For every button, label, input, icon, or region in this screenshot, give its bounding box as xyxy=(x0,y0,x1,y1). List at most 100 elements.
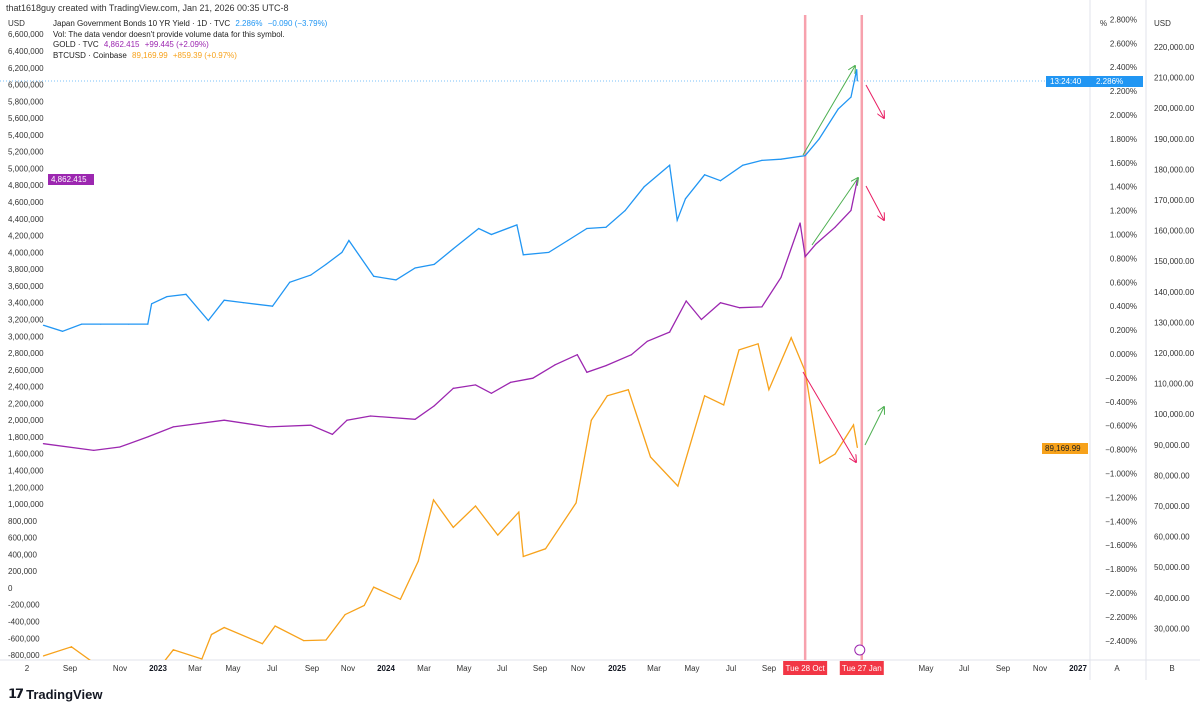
pct-axis-tick: −1.800% xyxy=(1105,565,1137,574)
left-axis-tick: 0 xyxy=(8,584,13,593)
legend-btc-change: +859.39 (+0.97%) xyxy=(172,50,237,60)
pct-axis-tick: 0.400% xyxy=(1110,302,1137,311)
annotation-arrow-up xyxy=(811,178,858,246)
usd-axis-tick: 160,000.00 xyxy=(1154,227,1195,236)
time-axis-tick: Sep xyxy=(996,664,1011,673)
left-axis-tick: 1,800,000 xyxy=(8,433,44,442)
left-axis-tick: 4,200,000 xyxy=(8,232,44,241)
data-point xyxy=(310,424,312,426)
data-point xyxy=(649,456,652,458)
data-point xyxy=(518,511,520,513)
usd-axis-tick: 60,000.00 xyxy=(1154,533,1190,542)
data-point xyxy=(42,443,45,445)
left-axis-tick: 4,400,000 xyxy=(8,215,44,224)
data-point xyxy=(452,387,454,389)
data-point xyxy=(42,655,45,657)
data-point xyxy=(606,395,608,397)
data-point xyxy=(325,639,327,641)
data-point xyxy=(348,239,350,242)
data-point xyxy=(804,255,806,258)
pct-axis-tick: 0.600% xyxy=(1110,278,1137,287)
time-axis-tick: 2 xyxy=(25,664,30,673)
data-point xyxy=(850,96,852,98)
data-point xyxy=(100,323,102,325)
left-axis-tick: 3,000,000 xyxy=(8,332,44,341)
jgb-price-label-bg xyxy=(1046,76,1143,87)
time-axis-tick: Mar xyxy=(188,664,202,673)
data-point xyxy=(310,274,312,276)
data-point xyxy=(815,243,817,245)
data-point xyxy=(303,640,305,642)
data-point xyxy=(346,419,348,421)
data-point xyxy=(42,324,45,326)
data-point xyxy=(414,267,416,269)
data-point xyxy=(850,209,852,212)
scale-button-B[interactable]: B xyxy=(1169,664,1174,673)
legend-row-gold[interactable]: GOLD · TVC 4,862.415 +99.445 (+2.09%) xyxy=(53,40,327,51)
time-axis-tick: Nov xyxy=(1033,664,1047,673)
data-point xyxy=(509,381,512,384)
time-axis-tick: May xyxy=(684,664,699,673)
annotation-arrow-up xyxy=(864,407,884,446)
data-point xyxy=(433,405,435,407)
left-axis-tick: 800,000 xyxy=(8,517,37,526)
legend-row-btc[interactable]: BTCUSD · Coinbase 89,169.99 +859.39 (+0.… xyxy=(53,51,327,62)
time-marker-label: Tue 28 Oct xyxy=(786,664,826,673)
data-point xyxy=(373,586,375,588)
pct-axis-tick: −2.400% xyxy=(1105,637,1137,646)
left-axis-tick: 6,400,000 xyxy=(8,47,44,56)
usd-axis-tick: 200,000.00 xyxy=(1154,104,1195,113)
data-point xyxy=(432,499,435,501)
left-axis-tick: 600,000 xyxy=(8,534,37,543)
data-point xyxy=(490,233,493,236)
tradingview-logo: 𝟭𝟳 TradingView xyxy=(8,686,102,702)
pct-axis-unit: % xyxy=(1100,19,1107,28)
data-point xyxy=(119,446,121,448)
data-point xyxy=(522,555,524,558)
time-axis-tick: Jul xyxy=(497,664,507,673)
usd-axis-tick: 80,000.00 xyxy=(1154,471,1190,480)
usd-axis-tick: 50,000.00 xyxy=(1154,563,1190,572)
time-axis-tick: Sep xyxy=(533,664,548,673)
data-point xyxy=(799,222,801,224)
legend-vol-note: Vol: The data vendor doesn't provide vol… xyxy=(53,29,285,39)
data-point xyxy=(554,364,556,366)
pct-axis-tick: −0.400% xyxy=(1105,398,1137,407)
data-point xyxy=(417,560,419,562)
left-axis-tick: -400,000 xyxy=(8,618,40,627)
data-point xyxy=(738,349,740,351)
data-point xyxy=(804,370,806,372)
usd-axis-tick: 170,000.00 xyxy=(1154,196,1195,205)
data-point xyxy=(147,436,149,438)
left-axis-tick: 1,200,000 xyxy=(8,483,44,492)
legend-row-jgb[interactable]: Japan Government Bonds 10 YR Yield · 1D … xyxy=(53,19,327,30)
data-point xyxy=(576,354,578,356)
data-point xyxy=(761,159,763,162)
data-point xyxy=(147,323,149,325)
pct-axis-tick: −2.200% xyxy=(1105,613,1137,622)
data-point xyxy=(676,219,678,221)
data-point xyxy=(452,248,454,250)
data-point xyxy=(271,305,274,307)
legend-btc-value: 89,169.99 xyxy=(132,50,168,60)
data-point xyxy=(575,502,577,504)
pct-axis-tick: 2.600% xyxy=(1110,39,1137,48)
usd-axis-unit: USD xyxy=(1154,19,1171,28)
data-point xyxy=(856,80,858,82)
legend-gold-value: 4,862.415 xyxy=(103,40,140,49)
data-point xyxy=(677,485,679,487)
pct-axis-tick: −1.000% xyxy=(1105,470,1137,479)
data-point xyxy=(646,340,648,342)
data-point xyxy=(93,449,95,451)
scale-button-A[interactable]: A xyxy=(1114,664,1120,673)
time-axis-tick: Jul xyxy=(726,664,736,673)
left-axis-tick: 2,600,000 xyxy=(8,366,44,375)
left-axis-tick: -200,000 xyxy=(8,601,40,610)
data-point xyxy=(780,158,782,160)
data-point xyxy=(856,68,858,71)
usd-axis-tick: 130,000.00 xyxy=(1154,318,1195,327)
data-point xyxy=(669,164,671,166)
jgb-countdown: 13:24:40 xyxy=(1050,77,1082,86)
data-point xyxy=(433,263,435,265)
